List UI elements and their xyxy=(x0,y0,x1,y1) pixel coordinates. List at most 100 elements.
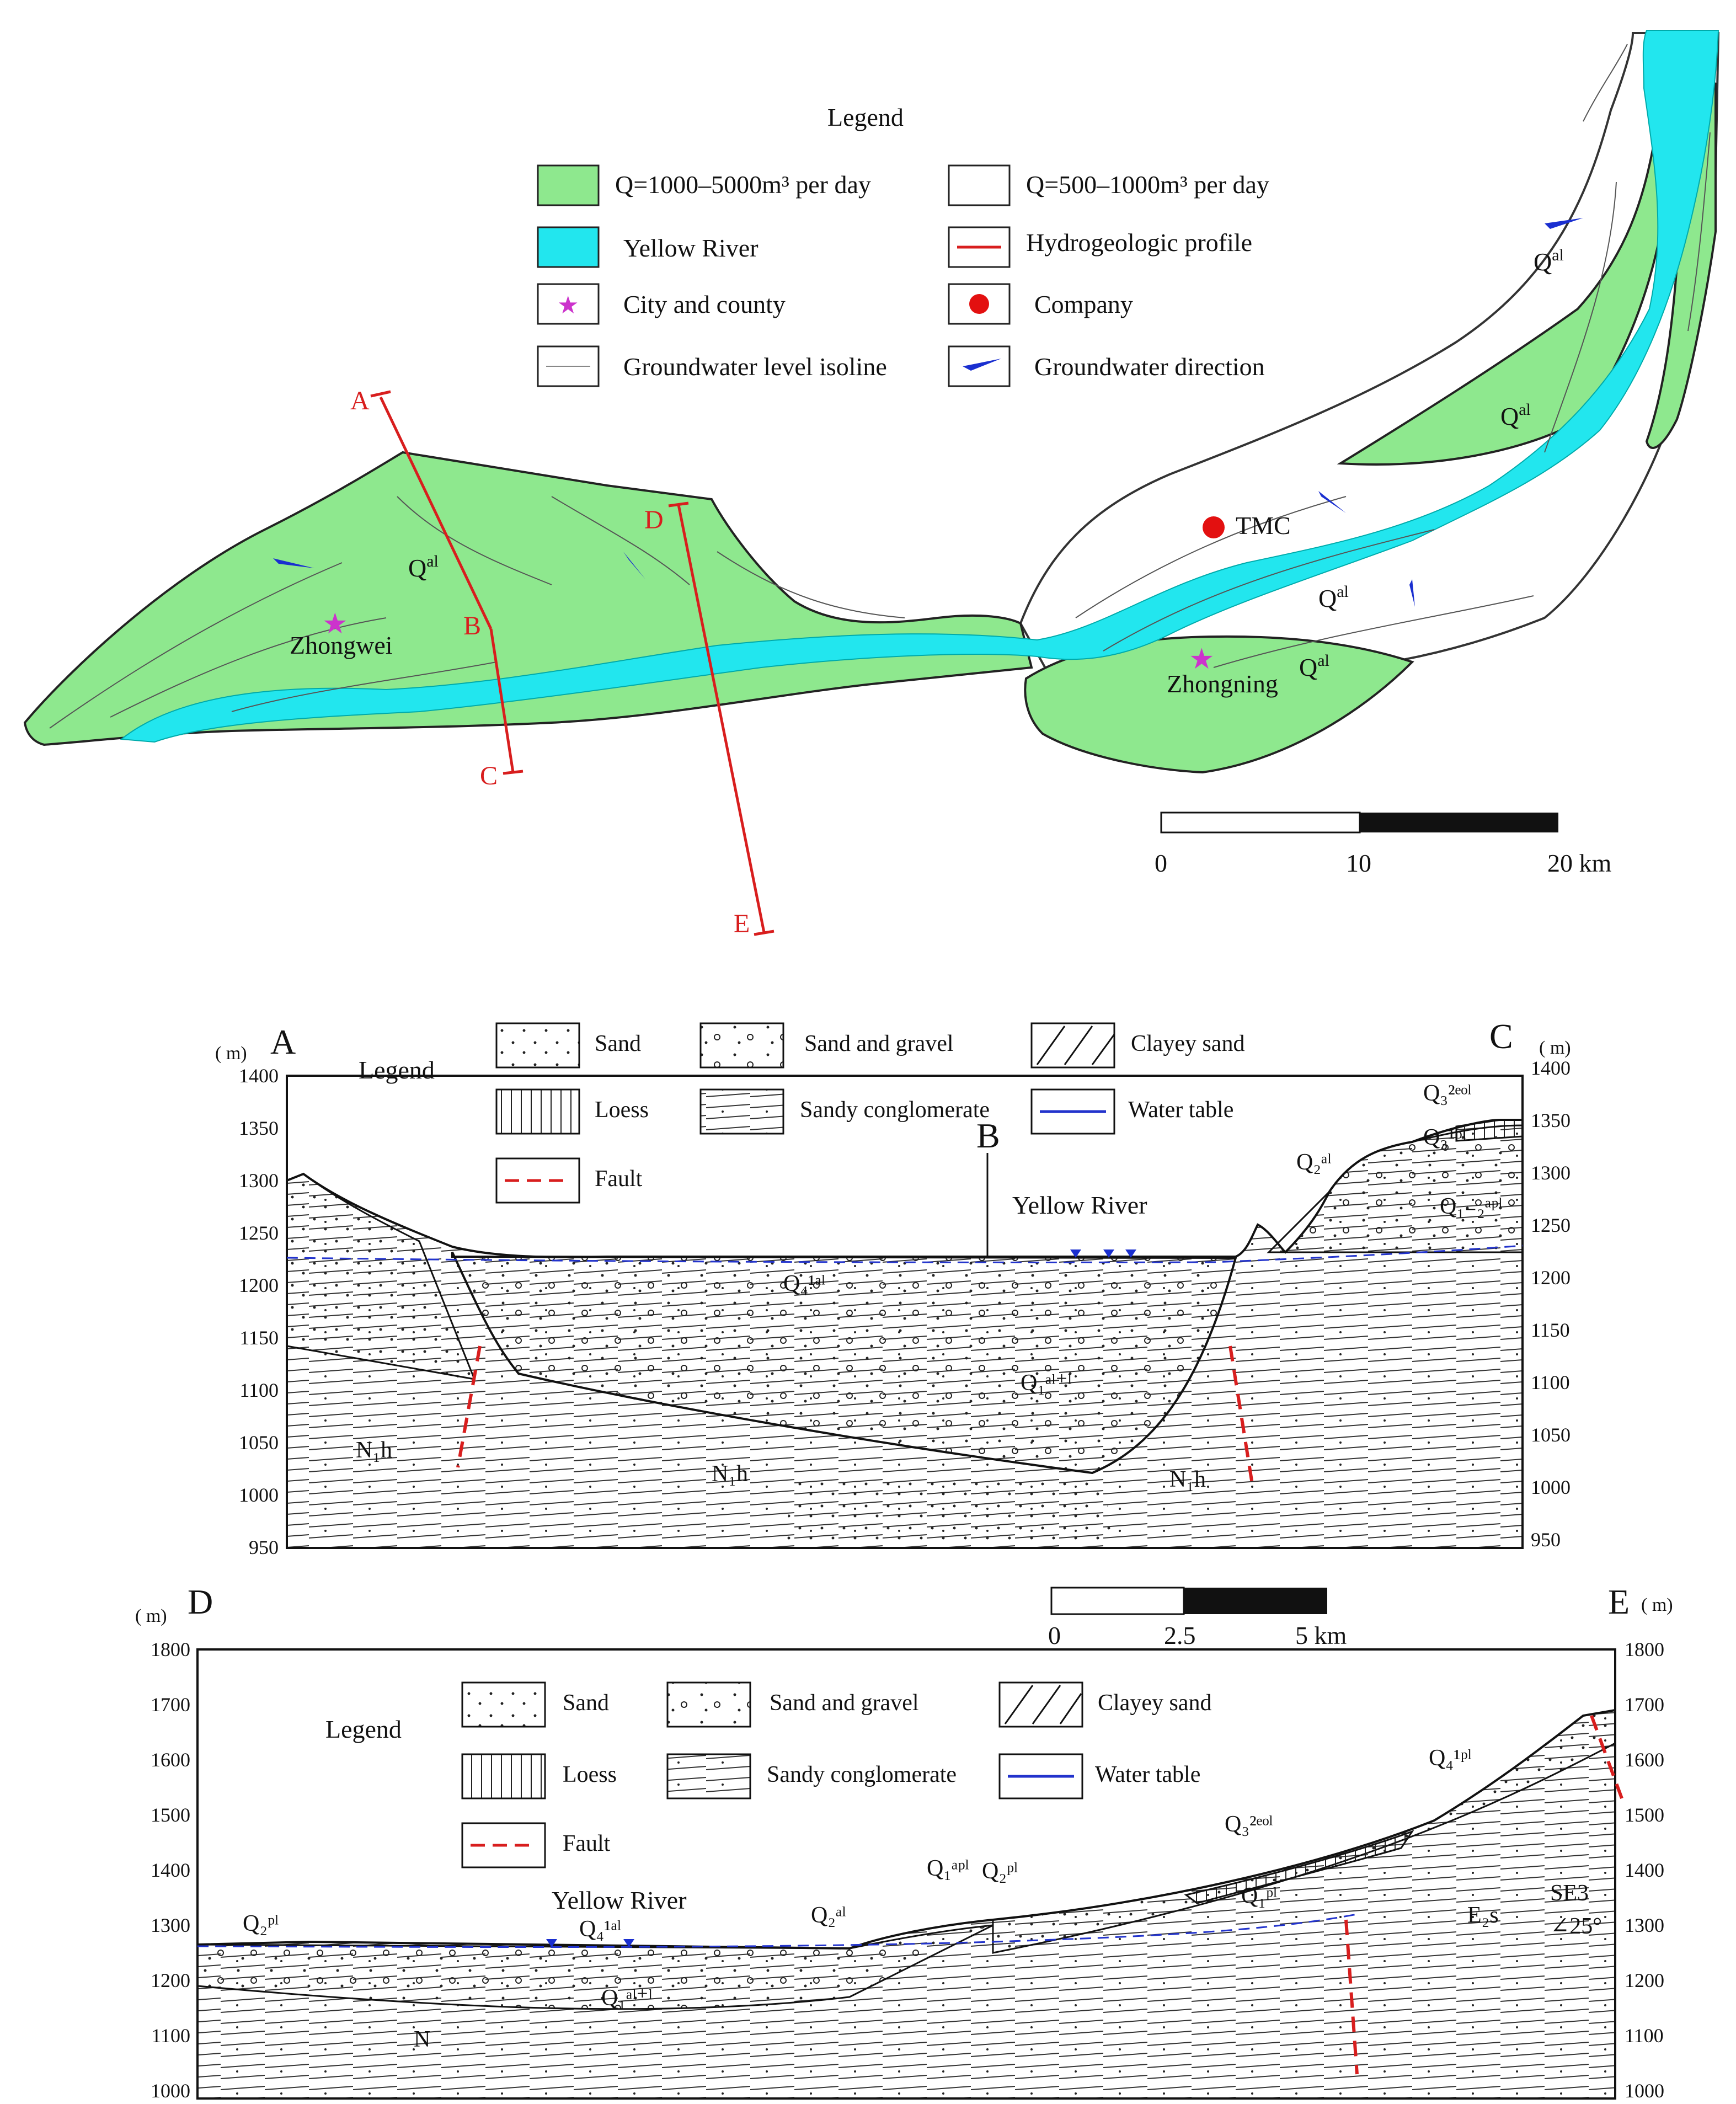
svg-text:( m): ( m) xyxy=(215,1043,247,1064)
svg-text:Water table: Water table xyxy=(1128,1097,1233,1123)
svg-text:1250: 1250 xyxy=(239,1222,279,1244)
groundwater-direction-icon xyxy=(1409,579,1415,607)
place-zhongwei: Zhongwei xyxy=(290,631,393,659)
legend-item-yellow-river: Yellow River xyxy=(623,234,759,262)
place-tmc: TMC xyxy=(1236,511,1291,540)
svg-text:Q₄¹ᵃˡ: Q₄¹ᵃˡ xyxy=(783,1271,825,1296)
svg-text:Q₃²ᵉᵒˡ: Q₃²ᵉᵒˡ xyxy=(1423,1081,1471,1106)
svg-text:1350: 1350 xyxy=(1531,1109,1571,1131)
svg-text:Legend: Legend xyxy=(359,1056,435,1084)
svg-text:1500: 1500 xyxy=(1625,1804,1664,1826)
groundwater-direction-icon xyxy=(1318,491,1346,513)
map-legend: Legend Q=1000–5000m³ per day Q=500–1000m… xyxy=(537,103,1269,387)
svg-text:1300: 1300 xyxy=(1531,1162,1571,1184)
svg-text:Sand: Sand xyxy=(563,1690,609,1716)
svg-text:1400: 1400 xyxy=(1531,1057,1571,1079)
city-star-icon: ★ xyxy=(322,608,348,640)
profile-point-c: C xyxy=(480,761,498,791)
groundwater-direction-icon xyxy=(623,552,645,579)
svg-text:0: 0 xyxy=(1048,1621,1061,1649)
svg-text:1100: 1100 xyxy=(151,2025,190,2047)
svg-text:Q₄¹ᵃˡ: Q₄¹ᵃˡ xyxy=(579,1916,621,1942)
river-water-icons xyxy=(1070,1249,1136,1258)
svg-text:1000: 1000 xyxy=(1625,2080,1664,2102)
svg-text:1200: 1200 xyxy=(1531,1267,1571,1289)
svg-text:1600: 1600 xyxy=(1625,1749,1664,1771)
svg-text:Q₂ᵖˡ: Q₂ᵖˡ xyxy=(243,1911,279,1936)
ac-right-axis: ( m) C 1400 1350 1300 1250 1200 1150 110… xyxy=(1489,1017,1571,1551)
svg-text:Qal: Qal xyxy=(1534,246,1564,276)
svg-text:1350: 1350 xyxy=(239,1117,279,1139)
svg-text:Fault: Fault xyxy=(563,1831,611,1856)
ac-legend: Legend Sand Sand and gravel Clayey sand … xyxy=(359,1022,1244,1204)
svg-text:1400: 1400 xyxy=(239,1065,279,1087)
profile-lines xyxy=(370,390,774,936)
svg-text:Qal: Qal xyxy=(1500,400,1531,430)
svg-text:Q₃¹ᵖˡ: Q₃¹ᵖˡ xyxy=(1423,1125,1466,1150)
svg-text:Loess: Loess xyxy=(595,1097,649,1123)
groundwater-direction-icon xyxy=(1545,218,1583,229)
svg-text:Loess: Loess xyxy=(563,1762,617,1787)
de-legend: Legend Sand Sand and gravel Clayey sand … xyxy=(325,1681,1211,1868)
de-river-label: Yellow River xyxy=(552,1886,687,1914)
svg-text:( m): ( m) xyxy=(135,1606,167,1626)
svg-text:1000: 1000 xyxy=(1531,1476,1571,1498)
svg-text:1200: 1200 xyxy=(151,1969,190,1991)
svg-text:0: 0 xyxy=(1155,849,1167,877)
svg-text:1800: 1800 xyxy=(1625,1638,1664,1660)
svg-text:Q₄¹ᵖˡ: Q₄¹ᵖˡ xyxy=(1429,1745,1472,1771)
svg-text:1100: 1100 xyxy=(1531,1371,1570,1393)
legend-item-city: City and county xyxy=(623,290,786,318)
svg-text:Water table: Water table xyxy=(1095,1762,1200,1787)
svg-text:1100: 1100 xyxy=(1625,2025,1664,2047)
svg-text:1150: 1150 xyxy=(1531,1319,1570,1341)
svg-text:★: ★ xyxy=(557,292,579,319)
svg-text:Q₂ᵃˡ: Q₂ᵃˡ xyxy=(811,1903,846,1928)
svg-text:1150: 1150 xyxy=(239,1327,279,1349)
fault-lines xyxy=(1344,1715,1623,2075)
company-dot-icon xyxy=(1203,516,1225,538)
svg-text:N₁h: N₁h xyxy=(356,1438,392,1463)
svg-text:1400: 1400 xyxy=(151,1859,190,1881)
svg-text:1300: 1300 xyxy=(151,1914,190,1936)
svg-text:1800: 1800 xyxy=(151,1638,190,1660)
svg-text:Clayey sand: Clayey sand xyxy=(1098,1690,1211,1716)
svg-text:950: 950 xyxy=(249,1536,279,1558)
map-legend-title: Legend xyxy=(827,103,904,131)
groundwater-direction-icons xyxy=(273,218,1583,607)
svg-text:Q₁ᵖˡ: Q₁ᵖˡ xyxy=(1241,1883,1277,1909)
svg-text:Q₂ᵃˡ: Q₂ᵃˡ xyxy=(1296,1150,1331,1175)
profile-point-d: D xyxy=(644,505,664,535)
ac-river-label: Yellow River xyxy=(1012,1191,1147,1219)
high-yield-zone-south xyxy=(1024,635,1414,774)
profile-point-b: B xyxy=(463,611,481,640)
profile-point-a: A xyxy=(350,386,370,415)
svg-text:1000: 1000 xyxy=(239,1484,279,1506)
ac-unit-labels: N₁h N₁h N₁h Q₄¹ᵃˡ Q₁ᵃˡ⁺ˡ Q₂ᵃˡ Q₃²ᵉᵒˡ Q₃¹… xyxy=(356,1081,1502,1492)
ac-end-label: C xyxy=(1489,1017,1513,1056)
svg-text:10: 10 xyxy=(1346,849,1371,877)
svg-text:Sand and gravel: Sand and gravel xyxy=(770,1690,919,1716)
de-right-axis: E ( m) 1800 1700 1600 1500 1400 1300 120… xyxy=(1608,1582,1673,2102)
svg-text:Sandy conglomerate: Sandy conglomerate xyxy=(767,1762,957,1787)
svg-text:1500: 1500 xyxy=(151,1804,190,1826)
svg-text:Q₁ᵃˡ⁺ˡ: Q₁ᵃˡ⁺ˡ xyxy=(601,1985,653,2011)
de-left-axis: ( m) D 1800 1700 1600 1500 1400 1300 120… xyxy=(135,1582,213,2102)
legend-item-isoline: Groundwater level isoline xyxy=(623,353,887,381)
svg-text:1600: 1600 xyxy=(151,1749,190,1771)
svg-text:1100: 1100 xyxy=(239,1379,279,1401)
svg-text:∠25°: ∠25° xyxy=(1550,1914,1602,1939)
svg-text:20 km: 20 km xyxy=(1547,849,1612,877)
svg-text:Qal: Qal xyxy=(1299,652,1329,681)
svg-text:1050: 1050 xyxy=(239,1432,279,1454)
svg-text:1400: 1400 xyxy=(1625,1859,1664,1881)
map-scale-bar: 0 10 20 km xyxy=(1155,811,1612,877)
ac-left-axis: ( m) A 1400 1350 1300 1250 1200 1150 110… xyxy=(215,1022,296,1558)
svg-text:Q₁ᵃᵖˡ: Q₁ᵃᵖˡ xyxy=(927,1856,969,1881)
svg-text:Qal: Qal xyxy=(408,552,439,582)
svg-text:1200: 1200 xyxy=(1625,1969,1664,1991)
svg-text:Qal: Qal xyxy=(1318,583,1349,612)
svg-text:1700: 1700 xyxy=(1625,1694,1664,1716)
profile-point-labels: A B C D E xyxy=(350,386,750,938)
legend-item-q-high: Q=1000–5000m³ per day xyxy=(615,170,871,199)
